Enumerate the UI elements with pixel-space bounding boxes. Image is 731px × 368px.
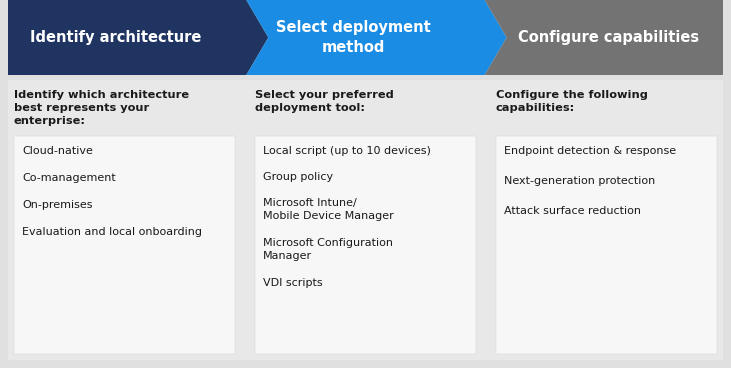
Text: Select your preferred
deployment tool:: Select your preferred deployment tool: [255, 90, 394, 113]
Text: Configure the following
capabilities:: Configure the following capabilities: [496, 90, 648, 113]
Text: Identify architecture: Identify architecture [29, 30, 201, 45]
Polygon shape [8, 0, 268, 75]
Text: Cloud-native: Cloud-native [22, 146, 93, 156]
Polygon shape [485, 0, 723, 75]
Text: Local script (up to 10 devices): Local script (up to 10 devices) [263, 146, 431, 156]
Text: Identify which architecture
best represents your
enterprise:: Identify which architecture best represe… [14, 90, 189, 126]
Bar [14, 136, 235, 354]
Text: Group policy: Group policy [263, 172, 333, 182]
Text: Next-generation protection: Next-generation protection [504, 176, 655, 186]
Text: Microsoft Configuration
Manager: Microsoft Configuration Manager [263, 238, 393, 261]
Text: VDI scripts: VDI scripts [263, 278, 322, 288]
Text: Microsoft Intune/
Mobile Device Manager: Microsoft Intune/ Mobile Device Manager [263, 198, 394, 221]
Bar [8, 80, 723, 360]
Bar [496, 136, 717, 354]
Text: Attack surface reduction: Attack surface reduction [504, 206, 641, 216]
Polygon shape [246, 0, 507, 75]
Text: Evaluation and local onboarding: Evaluation and local onboarding [22, 227, 202, 237]
Text: On-premises: On-premises [22, 200, 93, 210]
Text: Configure capabilities: Configure capabilities [518, 30, 699, 45]
Text: Endpoint detection & response: Endpoint detection & response [504, 146, 676, 156]
Bar [255, 136, 476, 354]
Text: Select deployment
method: Select deployment method [276, 20, 431, 54]
Text: Co-management: Co-management [22, 173, 115, 183]
